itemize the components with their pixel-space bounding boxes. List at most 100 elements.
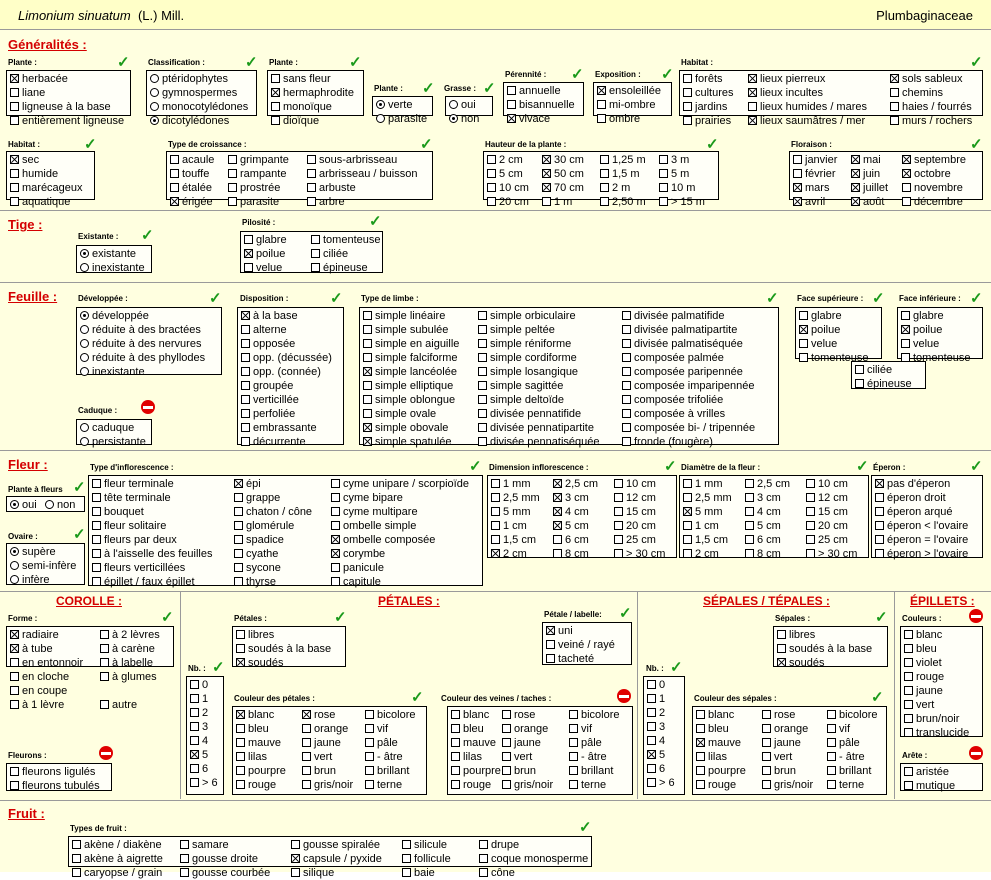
option-pale[interactable]: pâle (827, 736, 860, 750)
checkbox[interactable] (180, 868, 189, 877)
checkbox[interactable] (190, 680, 199, 689)
checkbox[interactable] (827, 766, 836, 775)
option-mauve[interactable]: mauve (236, 736, 281, 750)
option-en-entonnoir[interactable]: en entonnoir (10, 656, 83, 670)
option-a-labelle[interactable]: à labelle (100, 656, 153, 670)
option-ensoleillee[interactable]: ensoleillée (597, 84, 661, 98)
option-velue[interactable]: velue (901, 337, 939, 351)
checkbox[interactable] (72, 840, 81, 849)
option-herbacee[interactable]: herbacée (10, 72, 68, 86)
option-lilas[interactable]: lilas (236, 750, 267, 764)
option-blanc[interactable]: blanc (904, 628, 942, 642)
checkbox[interactable] (180, 840, 189, 849)
option-vif[interactable]: vif (569, 722, 592, 736)
checkbox[interactable] (600, 197, 609, 206)
option-chaton-cone[interactable]: chaton / cône (234, 505, 312, 519)
checkbox[interactable] (10, 116, 19, 125)
checkbox[interactable] (904, 767, 913, 776)
checkbox[interactable] (236, 644, 245, 653)
checkbox[interactable] (659, 183, 668, 192)
option-a-glumes[interactable]: à glumes (100, 670, 157, 684)
checkbox[interactable] (478, 437, 487, 446)
option-hermaphrodite[interactable]: hermaphrodite (271, 86, 354, 100)
checkbox-checked[interactable] (902, 155, 911, 164)
checkbox[interactable] (904, 658, 913, 667)
option-en-cloche[interactable]: en cloche (10, 670, 69, 684)
option-chemins[interactable]: chemins (890, 86, 943, 100)
option-5-cm[interactable]: 5 cm (487, 167, 523, 181)
checkbox-checked[interactable] (748, 88, 757, 97)
checkbox[interactable] (479, 868, 488, 877)
radio-selected[interactable] (376, 100, 385, 109)
checkbox[interactable] (683, 88, 692, 97)
radio-button[interactable] (80, 353, 89, 362)
option-grappe[interactable]: grappe (234, 491, 280, 505)
option-velue[interactable]: velue (244, 261, 282, 275)
checkbox[interactable] (451, 724, 460, 733)
checkbox[interactable] (647, 708, 656, 717)
option-sols-sableux[interactable]: sols sableux (890, 72, 963, 86)
option-eperon-l-ovaire[interactable]: éperon = l'ovaire (875, 533, 968, 547)
option-aquatique[interactable]: aquatique (10, 195, 70, 209)
checkbox-checked[interactable] (542, 183, 551, 192)
checkbox[interactable] (10, 781, 19, 790)
option-atre[interactable]: - âtre (827, 750, 865, 764)
checkbox[interactable] (491, 535, 500, 544)
option-rose[interactable]: rose (302, 708, 335, 722)
checkbox[interactable] (241, 353, 250, 362)
checkbox[interactable] (307, 155, 316, 164)
checkbox[interactable] (745, 535, 754, 544)
checkbox[interactable] (745, 507, 754, 516)
option-velue[interactable]: velue (799, 337, 837, 351)
option-rouge[interactable]: rouge (904, 670, 944, 684)
option-blanc[interactable]: blanc (451, 708, 489, 722)
option-dicotyledones[interactable]: dicotylédones (150, 114, 229, 128)
checkbox[interactable] (827, 752, 836, 761)
checkbox-checked[interactable] (851, 169, 860, 178)
checkbox[interactable] (234, 577, 243, 586)
option-samare[interactable]: samare (180, 838, 229, 852)
checkbox[interactable] (806, 507, 815, 516)
checkbox[interactable] (451, 752, 460, 761)
option-3[interactable]: 3 (190, 720, 208, 734)
checkbox[interactable] (302, 780, 311, 789)
option-opp-connee[interactable]: opp. (connée) (241, 365, 321, 379)
option-3-cm[interactable]: 3 cm (745, 491, 781, 505)
checkbox[interactable] (659, 155, 668, 164)
checkbox[interactable] (614, 549, 623, 558)
option-5-m[interactable]: 5 m (659, 167, 689, 181)
checkbox[interactable] (827, 738, 836, 747)
option-8-cm[interactable]: 8 cm (745, 547, 781, 561)
checkbox[interactable] (10, 183, 19, 192)
checkbox[interactable] (363, 353, 372, 362)
checkbox[interactable] (10, 102, 19, 111)
checkbox[interactable] (622, 409, 631, 418)
checkbox[interactable] (331, 493, 340, 502)
radio-button[interactable] (80, 367, 89, 376)
checkbox[interactable] (614, 479, 623, 488)
checkbox[interactable] (696, 724, 705, 733)
checkbox-checked[interactable] (331, 549, 340, 558)
checkbox[interactable] (902, 197, 911, 206)
option-1-cm[interactable]: 1 cm (491, 519, 527, 533)
checkbox[interactable] (901, 311, 910, 320)
option-6[interactable]: 6 (190, 762, 208, 776)
checkbox[interactable] (491, 521, 500, 530)
checkbox-checked[interactable] (597, 86, 606, 95)
checkbox[interactable] (311, 249, 320, 258)
option-rouge[interactable]: rouge (451, 778, 491, 792)
option-verticillee[interactable]: verticillée (241, 393, 299, 407)
option-12-cm[interactable]: 12 cm (614, 491, 656, 505)
option-10-cm[interactable]: 10 cm (806, 477, 848, 491)
option-atre[interactable]: - âtre (365, 750, 403, 764)
option-30-cm[interactable]: 30 cm (542, 153, 584, 167)
option-mauve[interactable]: mauve (696, 736, 741, 750)
checkbox[interactable] (904, 700, 913, 709)
option-fleurs-par-deux[interactable]: fleurs par deux (92, 533, 177, 547)
checkbox[interactable] (696, 710, 705, 719)
radio-button[interactable] (449, 100, 458, 109)
option-simple-spatulee[interactable]: simple spatulée (363, 435, 451, 449)
checkbox[interactable] (331, 479, 340, 488)
option-vert[interactable]: vert (302, 750, 332, 764)
option-sec[interactable]: sec (10, 153, 39, 167)
